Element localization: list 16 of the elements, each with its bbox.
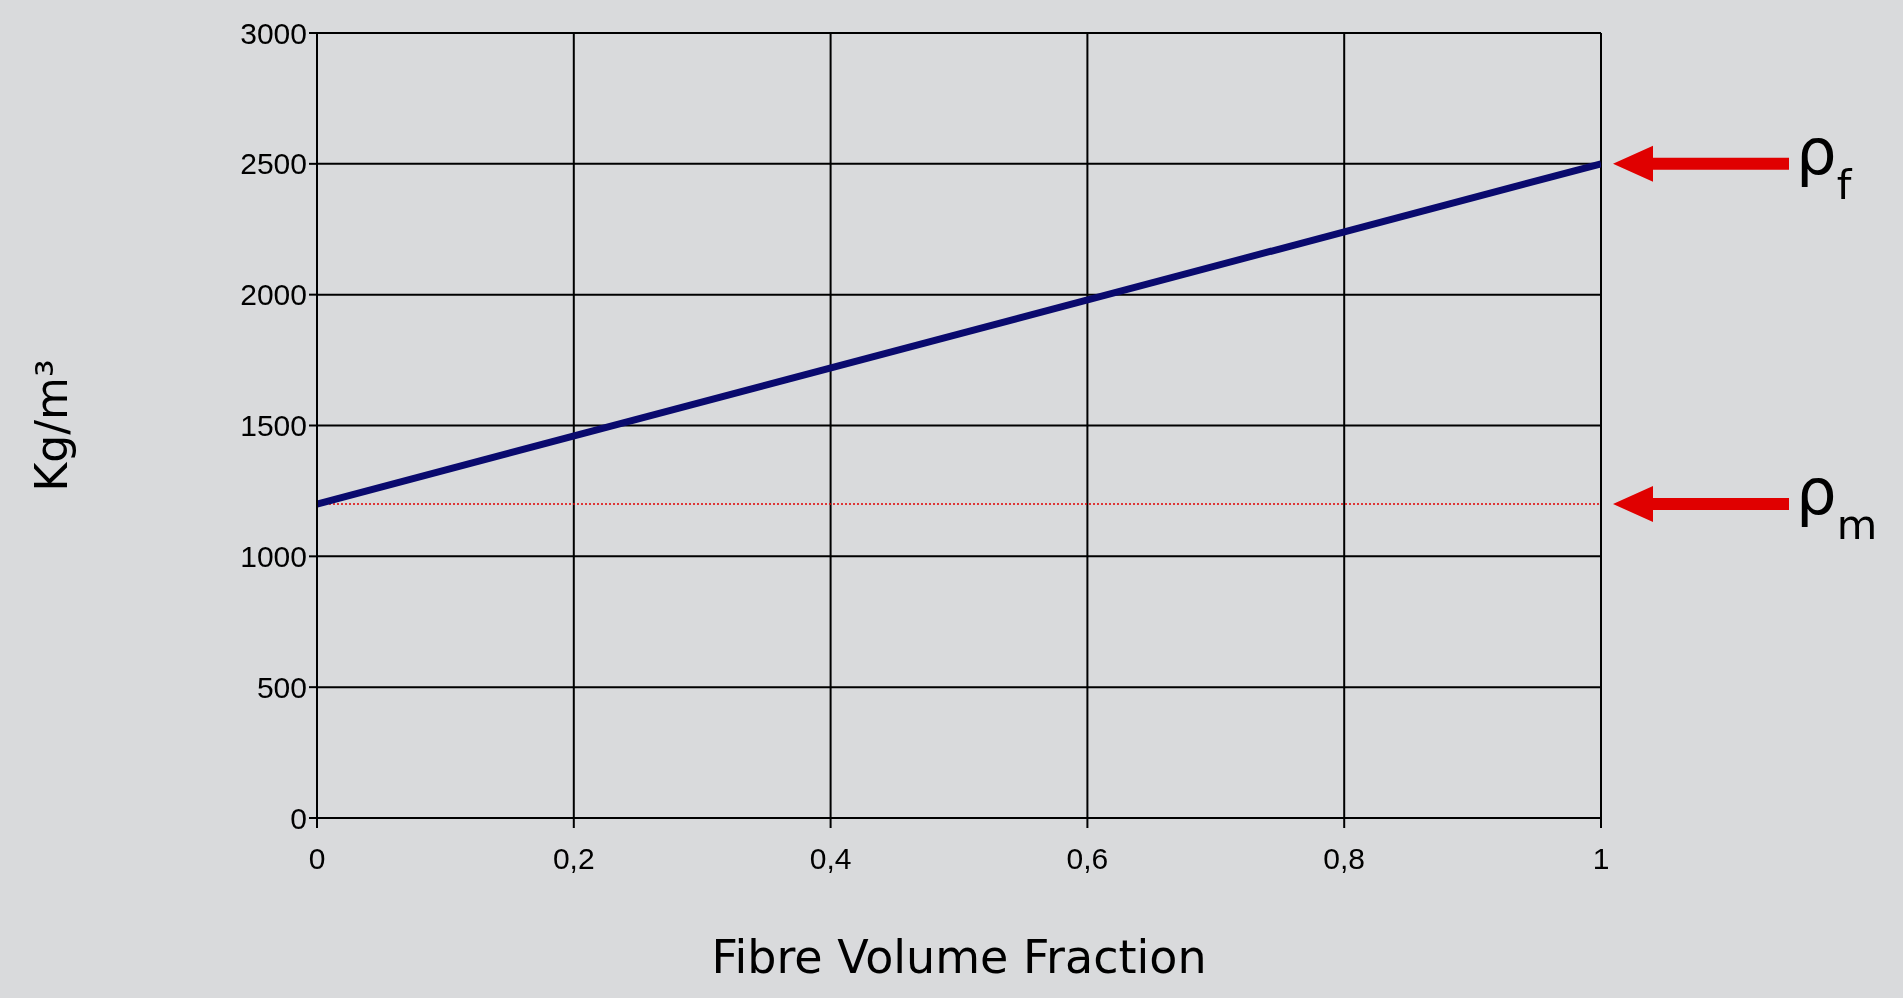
x-axis-title: Fibre Volume Fraction (711, 930, 1207, 984)
x-tick-label: 0,2 (552, 842, 595, 876)
x-tick-label: 0,8 (1323, 842, 1366, 876)
x-tick-label: 0,4 (809, 842, 852, 876)
y-tick-label: 2500 (240, 147, 307, 181)
y-tick-label: 1000 (240, 539, 307, 573)
y-tick-label: 3000 (240, 16, 307, 50)
x-tick-label: 1 (1592, 842, 1610, 876)
y-tick-label: 500 (256, 670, 307, 704)
y-tick-label: 0 (290, 801, 307, 835)
y-tick-label: 2000 (240, 278, 307, 312)
text: ρ$_{m}$ (1796, 455, 1878, 549)
x-tick-label: 0,6 (1066, 842, 1109, 876)
text: ρ$_{f}$ (1796, 114, 1853, 209)
y-axis-title: Kg/m³ (26, 359, 77, 492)
y-tick-label: 1500 (240, 409, 307, 443)
